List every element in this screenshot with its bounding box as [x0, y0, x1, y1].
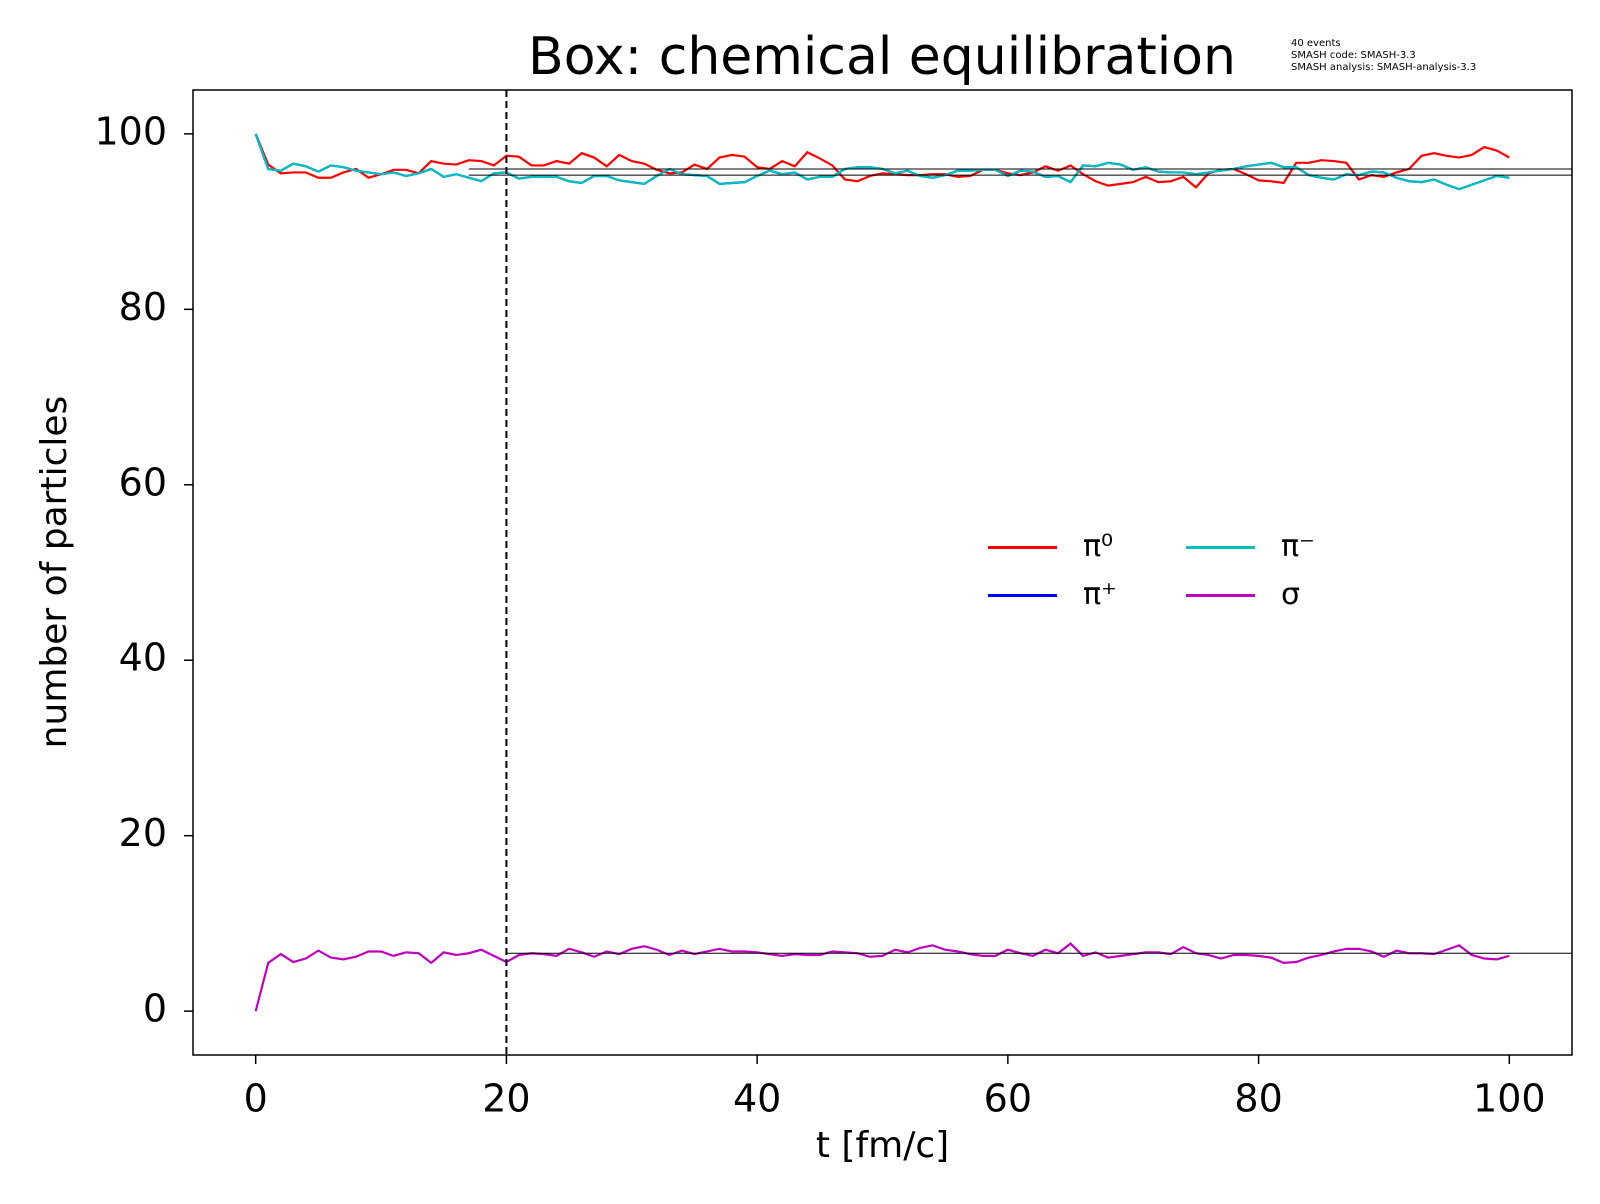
y-tick-label: 60	[119, 460, 167, 504]
y-tick-label: 0	[143, 987, 167, 1031]
chart-title: Box: chemical equilibration	[528, 27, 1236, 87]
legend-label: σ	[1281, 577, 1300, 612]
y-axis-label: number of particles	[34, 396, 75, 749]
annotation: 40 events	[1291, 38, 1341, 49]
legend-label: π⁻	[1281, 529, 1315, 564]
legend-label: π⁺	[1083, 577, 1117, 612]
y-tick-label: 40	[119, 636, 167, 680]
plot-frame	[192, 89, 1573, 1056]
y-tick-label: 100	[94, 109, 167, 153]
y-tick-label: 80	[119, 285, 167, 329]
x-tick-label: 40	[733, 1077, 781, 1121]
x-tick-label: 20	[482, 1077, 530, 1121]
legend-label: π⁰	[1083, 529, 1113, 564]
series-line	[254, 942, 1510, 1012]
annotation: SMASH analysis: SMASH-analysis-3.3	[1291, 62, 1476, 73]
x-tick-label: 80	[1234, 1077, 1282, 1121]
x-axis-label: t [fm/c]	[816, 1125, 949, 1166]
annotation: SMASH code: SMASH-3.3	[1291, 50, 1416, 61]
x-tick-label: 0	[244, 1077, 268, 1121]
x-tick-label: 60	[984, 1077, 1032, 1121]
series-line	[254, 133, 1510, 189]
y-tick-label: 20	[119, 811, 167, 855]
x-tick-label: 100	[1473, 1077, 1546, 1121]
